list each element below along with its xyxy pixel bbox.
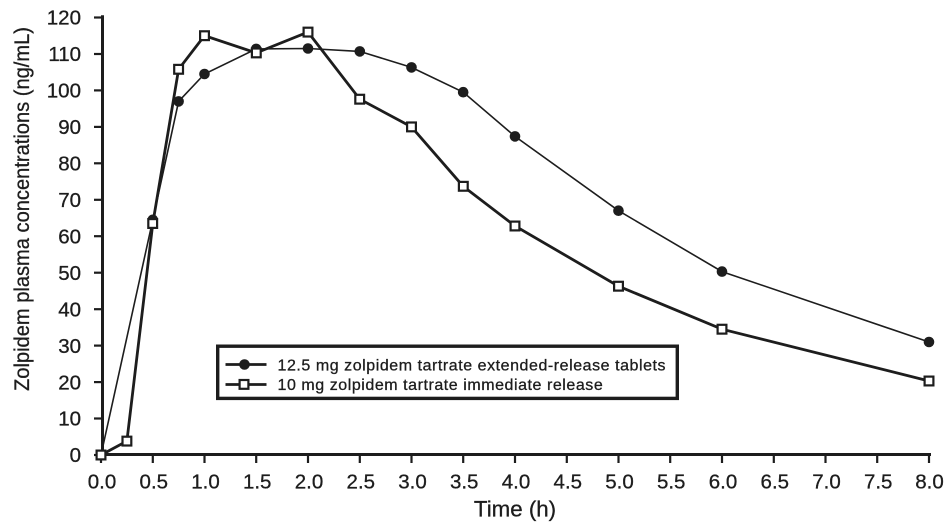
svg-text:4.5: 4.5 — [554, 471, 583, 494]
svg-text:80: 80 — [58, 153, 81, 176]
svg-text:8.0: 8.0 — [915, 471, 944, 494]
svg-text:10 mg zolpidem tartrate immedi: 10 mg zolpidem tartrate immediate releas… — [278, 377, 604, 394]
svg-text:70: 70 — [58, 189, 81, 212]
svg-text:3.0: 3.0 — [398, 471, 427, 494]
svg-text:0.5: 0.5 — [140, 471, 169, 494]
svg-text:0: 0 — [70, 444, 81, 467]
svg-text:40: 40 — [58, 298, 81, 321]
svg-text:2.5: 2.5 — [347, 471, 376, 494]
svg-text:100: 100 — [47, 80, 81, 103]
svg-text:5.5: 5.5 — [657, 471, 686, 494]
svg-text:10: 10 — [58, 408, 81, 431]
svg-text:1.0: 1.0 — [191, 471, 220, 494]
svg-text:120: 120 — [47, 7, 81, 30]
svg-text:60: 60 — [58, 225, 81, 248]
svg-text:90: 90 — [58, 116, 81, 139]
svg-text:20: 20 — [58, 371, 81, 394]
svg-text:3.5: 3.5 — [450, 471, 479, 494]
svg-text:50: 50 — [58, 262, 81, 285]
svg-text:6.0: 6.0 — [709, 471, 738, 494]
svg-text:0.0: 0.0 — [88, 471, 117, 494]
svg-text:7.5: 7.5 — [864, 471, 893, 494]
svg-text:2.0: 2.0 — [295, 471, 324, 494]
svg-text:4.0: 4.0 — [502, 471, 531, 494]
svg-text:1.5: 1.5 — [243, 471, 272, 494]
svg-text:5.0: 5.0 — [605, 471, 634, 494]
svg-text:Time (h): Time (h) — [474, 497, 556, 522]
svg-text:Zolpidem plasma concentrations: Zolpidem plasma concentrations (ng/mL) — [11, 27, 34, 391]
svg-text:6.5: 6.5 — [761, 471, 790, 494]
svg-text:110: 110 — [48, 43, 81, 66]
svg-text:30: 30 — [58, 335, 81, 358]
svg-text:12.5 mg zolpidem tartrate exte: 12.5 mg zolpidem tartrate extended-relea… — [278, 357, 667, 374]
svg-text:7.0: 7.0 — [812, 471, 841, 494]
